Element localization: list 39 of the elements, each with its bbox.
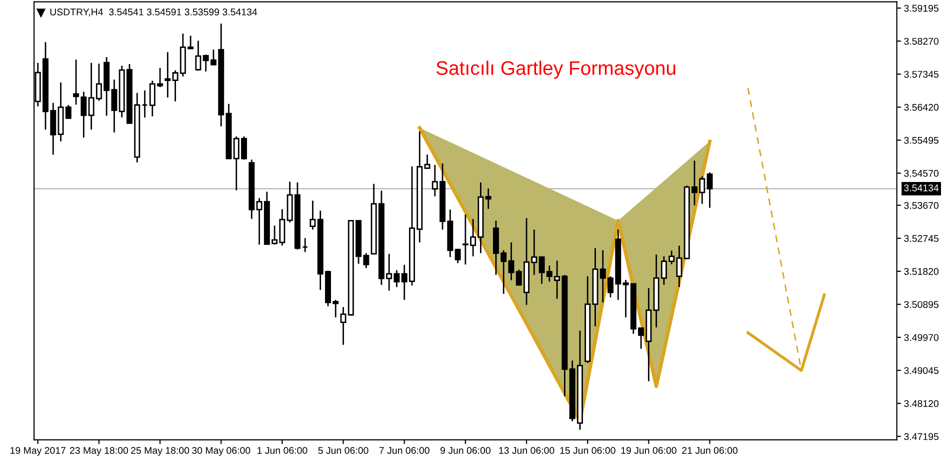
ref-line-label: 3.54134: [904, 184, 939, 192]
x-tick-label: 19 Jun 06:00: [621, 446, 676, 454]
y-tick-label: 3.58270: [904, 38, 939, 45]
x-tick-label: 7 Jun 06:00: [379, 446, 430, 454]
candlestick: [454, 248, 461, 264]
x-tick-label: 25 May 18:00: [131, 446, 190, 456]
candlestick: [706, 172, 713, 209]
candlestick: [164, 51, 171, 98]
candlestick: [424, 154, 430, 170]
x-tick-label: 15 Jun 06:00: [560, 446, 616, 454]
y-tick-label: 3.48120: [904, 400, 939, 408]
y-tick-label: 3.54570: [904, 170, 939, 177]
x-tick-label: 5 Jun 06:00: [318, 446, 368, 454]
x-tick-label: 21 Jun 06:00: [682, 446, 738, 454]
x-tick-label: 13 Jun 06:00: [499, 446, 554, 454]
y-tick-label: 3.47195: [904, 433, 938, 440]
y-tick-label: 3.53670: [904, 202, 939, 209]
x-tick-label: 9 Jun 06:00: [440, 446, 490, 454]
candlestick: [508, 242, 514, 281]
y-tick-label: 3.50895: [904, 301, 938, 308]
x-tick-label: 19 May 2017: [10, 446, 66, 456]
y-tick-label: 3.52745: [904, 235, 938, 242]
x-tick-label: 30 May 06:00: [192, 446, 250, 456]
annotation: Satıcılı Gartley Formasyonu: [436, 60, 676, 79]
candlestick: [310, 200, 316, 230]
y-tick-label: 3.49045: [904, 367, 938, 374]
y-tick-label: 3.55495: [904, 136, 938, 144]
text: USDTRY,H4 3.54541 3.54591 3.53599 3.54134: [50, 8, 258, 17]
candlestick: [485, 188, 492, 210]
candlestick: [302, 237, 308, 253]
y-tick-label: 3.56420: [904, 104, 939, 111]
x-tick-label: 1 Jun 06:00: [258, 446, 308, 454]
y-tick-label: 3.59195: [904, 4, 938, 12]
candlestick: [195, 40, 202, 72]
y-tick-label: 3.57345: [904, 70, 938, 78]
x-tick-label: 23 May 18:00: [70, 446, 128, 456]
y-tick-label: 3.51820: [904, 268, 939, 275]
y-tick-label: 3.49970: [904, 334, 939, 341]
candlestick: [142, 90, 148, 118]
